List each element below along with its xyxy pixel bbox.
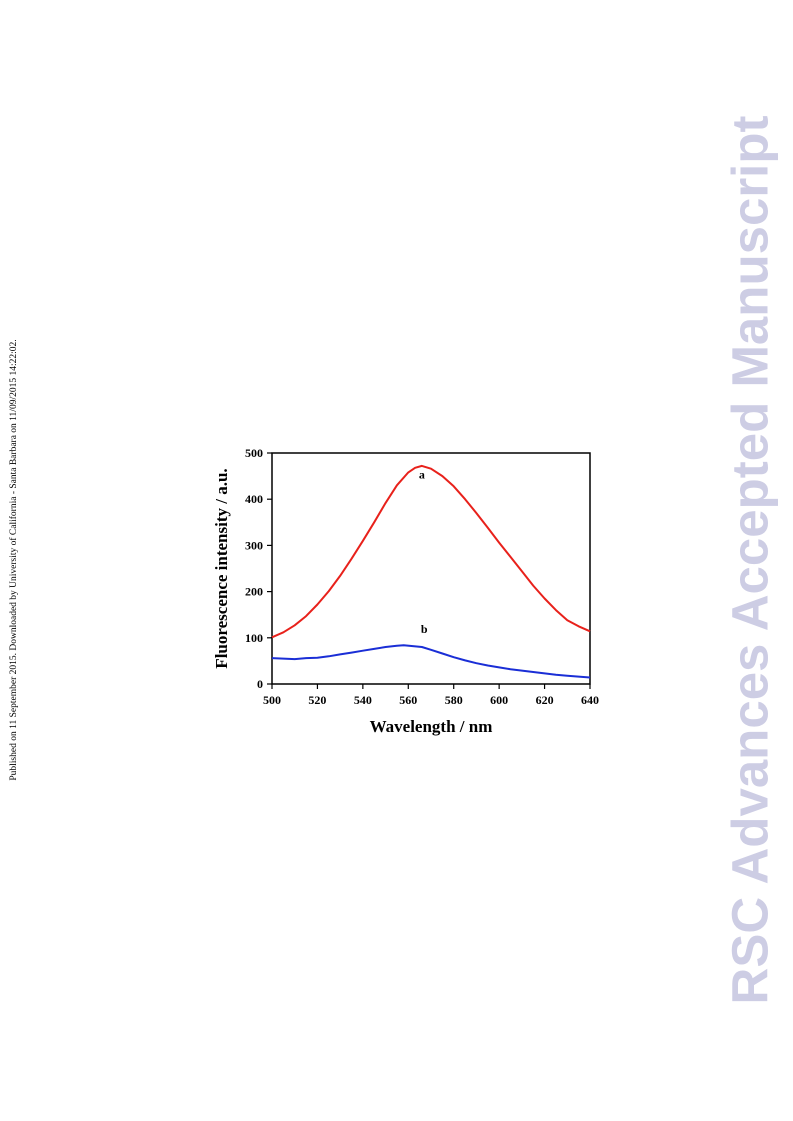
y-tick-label: 100	[245, 631, 263, 645]
y-tick-label: 0	[257, 677, 263, 691]
series-a-label: a	[419, 467, 425, 481]
y-axis-title: Fluorescence intensity / a.u.	[212, 468, 231, 668]
x-tick-label: 540	[354, 693, 372, 707]
series-a-line	[271, 464, 591, 639]
x-tick-label: 640	[581, 693, 599, 707]
series-b-label: b	[421, 622, 428, 636]
y-tick-label: 300	[245, 538, 263, 552]
x-tick-label: 520	[308, 693, 326, 707]
journal-watermark: RSC Advances Accepted Manuscript	[721, 115, 779, 1005]
x-axis-title: Wavelength / nm	[370, 717, 493, 736]
x-tick-label: 560	[399, 693, 417, 707]
y-tick-label: 500	[245, 446, 263, 460]
y-tick-label: 400	[245, 492, 263, 506]
publication-note: Published on 11 September 2015. Download…	[9, 339, 19, 781]
x-tick-label: 500	[263, 693, 281, 707]
x-tick-label: 620	[536, 693, 554, 707]
series-b-line	[271, 644, 591, 679]
plot-frame	[271, 452, 591, 685]
x-tick-label: 580	[445, 693, 463, 707]
y-tick-label: 200	[245, 585, 263, 599]
x-tick-label: 600	[490, 693, 508, 707]
fluorescence-chart: 500 520 540 560 580 600 620 640 0 100 200 300 400 50…	[212, 446, 599, 736]
